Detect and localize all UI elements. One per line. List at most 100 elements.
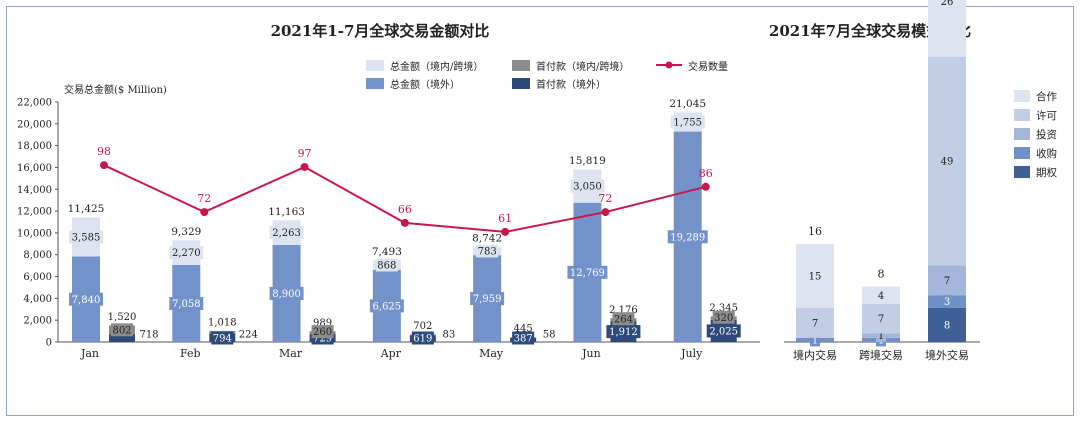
bar-total-label: 8 (878, 268, 885, 281)
label-down-overseas: 2,025 (709, 327, 738, 338)
count-label: 72 (598, 192, 612, 205)
count-point (501, 227, 510, 236)
right-x-tick-label: 境外交易 (925, 348, 969, 362)
label-total-cross: 3,050 (573, 182, 602, 193)
label-total-overseas-bg (667, 230, 708, 244)
label-down-total: 1,018 (208, 317, 237, 328)
count-label: 98 (97, 145, 111, 158)
legend-swatch-total-cross (366, 60, 384, 71)
label-total-cross: 868 (377, 261, 396, 272)
y-tick-label: 4,000 (23, 294, 52, 305)
right-legend-label: 期权 (1036, 166, 1058, 179)
label-total-overseas-bg (567, 265, 608, 279)
label-down-overseas-bg (211, 331, 234, 345)
label-total-cross-bg (375, 258, 398, 272)
count-point (200, 208, 209, 217)
segment-label: 15 (809, 272, 822, 283)
segment-label-bg (876, 329, 886, 343)
segment-label: 7 (944, 276, 950, 287)
legend-swatch-down-cross (512, 60, 530, 71)
label-down-cross: 260 (313, 327, 332, 338)
segment-label: 7 (878, 314, 884, 325)
label-total-cross-bg (169, 246, 204, 260)
label-total-overseas-bg (169, 297, 204, 311)
legend-down-cross: 首付款（境内/跨境） (536, 60, 629, 73)
bar-segment-合作 (928, 0, 966, 57)
right-legend-label: 合作 (1036, 90, 1058, 103)
label-total-cross-bg (269, 226, 304, 240)
label-total-overseas-bg (369, 299, 404, 313)
label-total-cross: 2,270 (172, 248, 201, 259)
segment-label: 7 (812, 318, 818, 329)
right-legend-swatch (1014, 109, 1030, 121)
label-down-total: 2,176 (609, 305, 638, 316)
right-legend-swatch (1014, 90, 1030, 102)
x-tick-label: May (479, 347, 504, 360)
label-down-overseas-bg (512, 331, 535, 345)
bar-down-overseas (109, 334, 135, 342)
x-tick-label: Jun (581, 347, 601, 360)
y-tick-label: 6,000 (23, 272, 52, 283)
chart-frame (6, 6, 1074, 416)
y-tick-label: 18,000 (17, 141, 52, 152)
left-chart-title: 2021年1-7月全球交易金额对比 (271, 22, 490, 40)
y-tick-label: 2,000 (23, 316, 52, 327)
label-down-cross: 264 (614, 314, 633, 325)
label-down-cross-bg (111, 323, 133, 337)
y-tick-label: 10,000 (17, 228, 52, 239)
label-total-cross-bg (670, 115, 705, 129)
left-plot-area: 0 2,000 4,000 6,000 8,000 10,000 12,000 14,000 1… (17, 98, 760, 360)
label-total-overseas: 8,900 (272, 289, 301, 300)
label-total-overseas: 7,058 (172, 299, 201, 310)
segment-label-bg (939, 0, 955, 8)
segment-label: 3 (944, 297, 950, 308)
label-total-cross-bg (69, 230, 103, 244)
segment-label-bg (876, 288, 886, 302)
label-down-total: 445 (514, 324, 533, 335)
label-total-overseas: 19,289 (670, 232, 705, 243)
label-total-overseas: 7,959 (473, 294, 502, 305)
count-point (300, 162, 309, 171)
segment-label-bg (942, 295, 952, 309)
label-down-cross-bg (311, 325, 334, 339)
segment-label: 1 (812, 335, 818, 346)
label-total-cross: 1,755 (673, 118, 702, 129)
y-tick-label: 8,000 (23, 250, 52, 261)
label-total-overseas: 6,625 (373, 301, 402, 312)
label-down-overseas: 718 (139, 330, 158, 341)
label-down-overseas: 794 (213, 334, 232, 345)
right-legend-label: 投资 (1036, 128, 1057, 141)
right-legend-label: 许可 (1036, 109, 1057, 122)
label-down-cross: 802 (112, 325, 131, 336)
label-total-overseas: 12,769 (570, 268, 605, 279)
count-label: 61 (498, 212, 512, 225)
label-down-cross-bg (612, 312, 635, 326)
right-x-tick-label: 境内交易 (793, 348, 837, 362)
label-total-overseas: 7,840 (72, 295, 101, 306)
label-down-cross: 320 (714, 313, 733, 324)
legend-total-cross: 总金额（境内/跨境） (390, 60, 483, 73)
label-down-total: 702 (413, 321, 432, 332)
label-down-overseas: 387 (514, 334, 533, 345)
label-down-cross: 83 (442, 330, 455, 341)
label-down-overseas: 1,912 (609, 327, 638, 338)
count-point (601, 208, 610, 217)
y-tick-label: 12,000 (17, 207, 52, 218)
segment-label: 49 (941, 157, 954, 168)
label-down-overseas-bg (411, 331, 434, 345)
legend-total-overseas: 总金额（境外） (390, 78, 460, 91)
count-label: 97 (298, 147, 312, 160)
right-legend-swatch (1014, 166, 1030, 178)
legend-swatch-down-overseas (512, 78, 530, 89)
y-tick-label: 20,000 (17, 119, 52, 130)
label-total: 11,163 (268, 206, 305, 218)
label-total-overseas-bg (69, 292, 103, 306)
y-tick-label: 16,000 (17, 163, 52, 174)
x-tick-label: July (680, 347, 703, 360)
legend-swatch-total-overseas (366, 78, 384, 89)
count-point (701, 182, 710, 191)
y-tick-label: 0 (46, 338, 52, 349)
segment-label-bg (810, 333, 820, 347)
segment-label-bg (807, 269, 823, 283)
